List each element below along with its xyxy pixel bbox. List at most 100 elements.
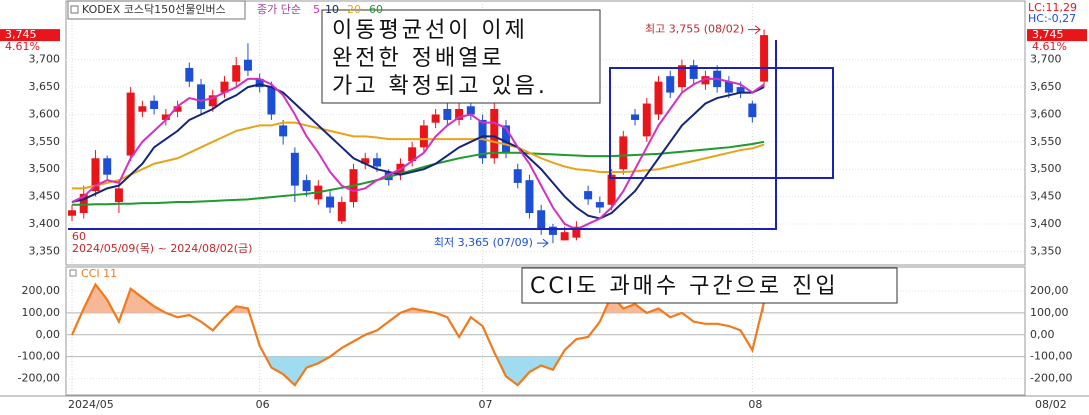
candle-body	[326, 196, 335, 208]
candle-body	[243, 59, 252, 71]
candle-body	[267, 87, 276, 115]
legend-entry: 20	[347, 3, 361, 16]
candle-body	[103, 158, 112, 175]
candle-body	[631, 114, 640, 120]
candle-body	[724, 81, 733, 93]
hc-label: HC:-0,27	[1028, 12, 1076, 25]
candle-body	[572, 226, 581, 238]
current-price-box	[0, 29, 60, 42]
y-tick-label: 3,450	[29, 190, 61, 203]
candle-body	[173, 106, 182, 112]
ma-label: 종가 단순	[257, 3, 301, 16]
candle-body	[337, 202, 346, 222]
y-tick-label: 200,00	[22, 284, 61, 297]
change-label: 4.61%	[5, 40, 40, 53]
candle-body	[372, 158, 381, 167]
candle-body	[689, 65, 698, 79]
legend-entry: 10	[325, 3, 339, 16]
candle-body	[584, 191, 593, 200]
candle-body	[443, 109, 452, 120]
y-tick-label: 0,00	[36, 328, 61, 341]
candle-body	[232, 65, 241, 82]
y-tick-label: 3,650	[29, 80, 61, 93]
high-arrow	[748, 25, 761, 35]
y-tick-label: -200,00	[1030, 372, 1072, 385]
y-tick-label: 0,00	[1030, 328, 1055, 341]
candle-body	[607, 174, 616, 205]
candle-body	[701, 76, 710, 85]
y-tick-label: -100,00	[1030, 350, 1072, 363]
candle-body	[290, 152, 299, 186]
candle-body	[595, 202, 604, 208]
y-tick-label: 3,400	[29, 217, 61, 230]
y-tick-label: 3,600	[1030, 107, 1062, 120]
y-tick-label: 3,600	[29, 107, 61, 120]
y-tick-label: 200,00	[1030, 284, 1069, 297]
period-label: 60	[72, 230, 86, 243]
candle-body	[455, 109, 464, 120]
candle-body	[79, 193, 88, 213]
candle-body	[748, 103, 757, 118]
candle-body	[736, 87, 745, 93]
candle-body	[220, 81, 229, 93]
lc-label: LC:11,29	[1028, 1, 1077, 14]
y-tick-label: 3,700	[1030, 53, 1062, 66]
y-tick-label: 3,350	[1030, 244, 1062, 257]
y-tick-label: 100,00	[22, 306, 61, 319]
candle-body	[161, 114, 170, 120]
candle-body	[150, 100, 159, 109]
y-tick-label: 3,500	[1030, 162, 1062, 175]
cci-oversold-fill	[265, 356, 561, 386]
candle-body	[208, 95, 217, 107]
candle-body	[677, 65, 686, 88]
marks: 3,350 3,350 3,400 3,400 3,450 3,450 3,500 3,500…	[0, 23, 1087, 411]
x-tick-label: 07	[479, 398, 493, 411]
note-line: 완전한 정배열로	[332, 46, 505, 71]
candle-body	[126, 92, 135, 156]
date-range: 2024/05/09(목) ~ 2024/08/02(금)	[72, 242, 252, 255]
candle-body	[91, 158, 100, 192]
candle-body	[279, 125, 288, 137]
note-line: 이동평균선이 이제	[332, 18, 528, 43]
cci-overbought-fill	[81, 284, 765, 313]
current-price-box	[1027, 29, 1087, 42]
candle-body	[525, 180, 534, 213]
highlight-box	[609, 67, 834, 179]
candle-body	[255, 78, 264, 88]
high-annotation: 최고 3,755 (08/02)	[645, 23, 744, 36]
ma-line	[72, 121, 765, 190]
legend-entry: 5	[313, 3, 320, 16]
candle-body	[642, 103, 651, 137]
candle-body	[537, 210, 546, 230]
range-box	[68, 40, 777, 230]
candle-body	[760, 35, 769, 82]
symbol-title: KODEX 코스닥150선물인버스	[82, 3, 226, 16]
note-box	[321, 9, 601, 104]
candle-body	[431, 114, 440, 123]
candle-body	[197, 84, 206, 109]
ma-line	[71, 83, 765, 220]
ma-line	[71, 77, 765, 231]
current-price-label: 3,745	[1032, 28, 1064, 41]
x-tick-label: 06	[256, 398, 270, 411]
candle-body	[361, 158, 370, 164]
candle-body	[302, 180, 311, 192]
y-tick-label: 100,00	[1030, 306, 1069, 319]
y-tick-label: 3,550	[29, 135, 61, 148]
cci-panel	[65, 266, 1026, 396]
cci-icon	[69, 269, 77, 277]
cci-line	[70, 282, 766, 387]
candle-body	[408, 147, 417, 161]
y-tick-label: -100,00	[18, 350, 60, 363]
current-price-label: 3,745	[5, 28, 37, 41]
ma-line	[72, 140, 765, 206]
y-tick-label: 3,350	[29, 244, 61, 257]
y-tick-label: 3,450	[1030, 190, 1062, 203]
candle-body	[654, 81, 663, 115]
cci-note-box	[521, 267, 898, 304]
legend-entry: 60	[369, 3, 383, 16]
symbol-icon	[70, 5, 79, 14]
